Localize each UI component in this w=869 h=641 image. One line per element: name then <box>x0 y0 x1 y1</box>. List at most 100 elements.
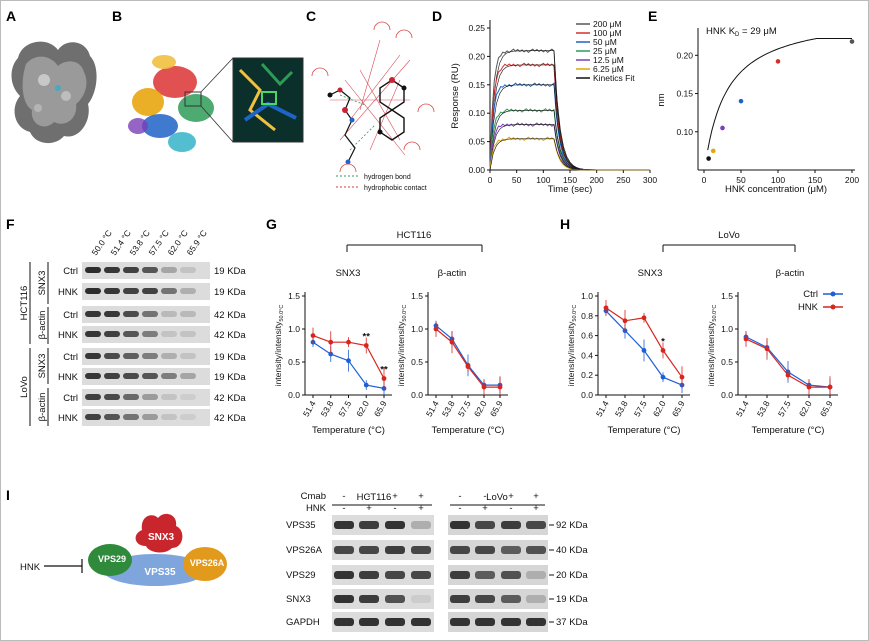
e-data-point <box>775 59 781 64</box>
i-blot-kda: 92 KDa <box>556 520 588 531</box>
g-actin-y-label-main: intensity/intensity <box>396 321 406 386</box>
i-hnk-sign: - <box>458 503 461 514</box>
g-cell-line: HCT116 <box>397 230 432 241</box>
h-legend: Ctrl HNK <box>798 289 843 313</box>
panel-i-blots: HCT116 LoVo Cmab HNK ---++-++---++-++ VP… <box>286 491 588 632</box>
f-blot-band <box>85 394 101 400</box>
f-blot-band <box>123 414 139 420</box>
h-legend-label: Ctrl <box>803 289 818 300</box>
i-blot-band <box>334 546 354 554</box>
i-cmab-sign: - <box>342 491 345 502</box>
panel-i-retromer-cartoon: HNK SNX3 VPS29 VPS35 VPS26A <box>20 513 227 586</box>
f-blot-band <box>180 414 196 420</box>
f-row-label: Ctrl <box>63 393 78 404</box>
i-blot-band <box>334 618 354 626</box>
i-blot-label: VPS35 <box>286 520 316 531</box>
h-actin-y-tick-label: 1.5 <box>721 291 733 301</box>
h-actin-data-point <box>785 372 791 378</box>
g-actin-y-tick-label: 0.5 <box>411 357 423 367</box>
i-blot-band <box>334 595 354 603</box>
f-row-label: HNK <box>58 413 79 424</box>
g-actin-x-label: Temperature (°C) <box>432 425 505 436</box>
f-blot-band <box>142 267 158 273</box>
f-lovo-label: LoVo <box>19 376 30 398</box>
i-cmab-sign: + <box>533 491 539 502</box>
f-blot-band <box>123 267 139 273</box>
d-legend-label: 50 μM <box>593 37 617 47</box>
panel-label-e: E <box>648 8 657 24</box>
i-cmab-sign: + <box>392 491 398 502</box>
f-blot-band <box>161 373 177 379</box>
g-snx3-y-label-sub: 50.0°C <box>279 305 285 322</box>
f-blot-band <box>142 414 158 420</box>
g-actin-y-tick-label: 0.0 <box>411 390 423 400</box>
i-vps26a-text: VPS26A <box>190 558 225 568</box>
panel-c-interaction-diagram: hydrogen bond hydrophobic contact <box>311 21 435 192</box>
e-x-label: HNK concentration (μM) <box>725 184 827 195</box>
g-actin-data-point <box>433 326 439 332</box>
e-x-tick-label: 0 <box>702 175 707 185</box>
h-actin-data-point <box>743 336 749 342</box>
i-hnk-sign: - <box>509 503 512 514</box>
d-x-tick-label: 50 <box>512 175 522 185</box>
f-snx3-label-lovo: SNX3 <box>37 354 48 379</box>
f-blot-band <box>85 311 101 317</box>
h-snx3-data-point <box>660 348 666 353</box>
i-blot-band <box>411 571 431 579</box>
f-blot-band <box>180 267 196 273</box>
f-blot-band <box>142 353 158 359</box>
i-blot-kda: 19 KDa <box>556 594 588 605</box>
i-cmab-sign: + <box>508 491 514 502</box>
i-cmab-sign: + <box>418 491 424 502</box>
f-hct116-label: HCT116 <box>19 286 30 321</box>
d-y-tick-label: 0.20 <box>468 51 485 61</box>
f-blot-band <box>85 353 101 359</box>
i-cmab-row-label: Cmab <box>301 491 326 502</box>
f-blot-band <box>123 311 139 317</box>
f-actin-label-hct: β-actin <box>37 311 48 340</box>
panel-label-a: A <box>6 8 16 24</box>
i-blot-strip-hct <box>332 612 434 632</box>
g-snx3-data-point <box>346 339 351 345</box>
f-blot-band <box>142 373 158 379</box>
h-snx3-y-tick-label: 0.0 <box>581 390 593 400</box>
d-x-tick-label: 0 <box>488 175 493 185</box>
e-x-tick-label: 150 <box>808 175 822 185</box>
e-x-tick-label: 100 <box>771 175 785 185</box>
f-blot-band <box>180 394 196 400</box>
f-blot-band <box>161 288 177 294</box>
i-cmab-sign: - <box>367 491 370 502</box>
i-blot-band <box>501 546 521 554</box>
i-blot-label: GAPDH <box>286 617 320 628</box>
i-cmab-sign: - <box>458 491 461 502</box>
f-blot-band <box>161 353 177 359</box>
f-row-kda: 42 KDa <box>214 393 246 404</box>
f-blot-band <box>161 331 177 337</box>
i-hnk-row-label: HNK <box>306 503 327 514</box>
h-snx3-y-tick-label: 0.2 <box>581 370 593 380</box>
panel-e-kd-chart: HNK KD = 29 μM nm HNK concentration (μM)… <box>656 26 859 195</box>
i-blot-band <box>359 521 379 529</box>
h-snx3-y-label-sub: 50.0°C <box>572 305 578 322</box>
i-hnk-sign: + <box>418 503 424 514</box>
f-row-kda: 19 KDa <box>214 352 246 363</box>
i-blot-band <box>411 618 431 626</box>
i-blot-band <box>501 521 521 529</box>
h-legend-label: HNK <box>798 302 819 313</box>
panel-b-ribbon-structure <box>128 55 304 152</box>
f-row-label: HNK <box>58 372 79 383</box>
h-snx3-data-point <box>622 318 628 324</box>
i-blot-band <box>385 546 405 554</box>
g-snx3-y-tick-label: 0.5 <box>288 357 300 367</box>
i-blot-band <box>359 546 379 554</box>
h-cell-line: LoVo <box>718 230 740 241</box>
f-row-label: Ctrl <box>63 310 78 321</box>
vps29-shape <box>88 544 132 576</box>
i-blot-band <box>475 546 495 554</box>
f-blot-band <box>85 331 101 337</box>
g-snx3-y-tick-label: 1.0 <box>288 324 300 334</box>
h-actin-data-point <box>806 384 812 390</box>
f-blot-band <box>104 353 120 359</box>
f-blot-band <box>123 373 139 379</box>
